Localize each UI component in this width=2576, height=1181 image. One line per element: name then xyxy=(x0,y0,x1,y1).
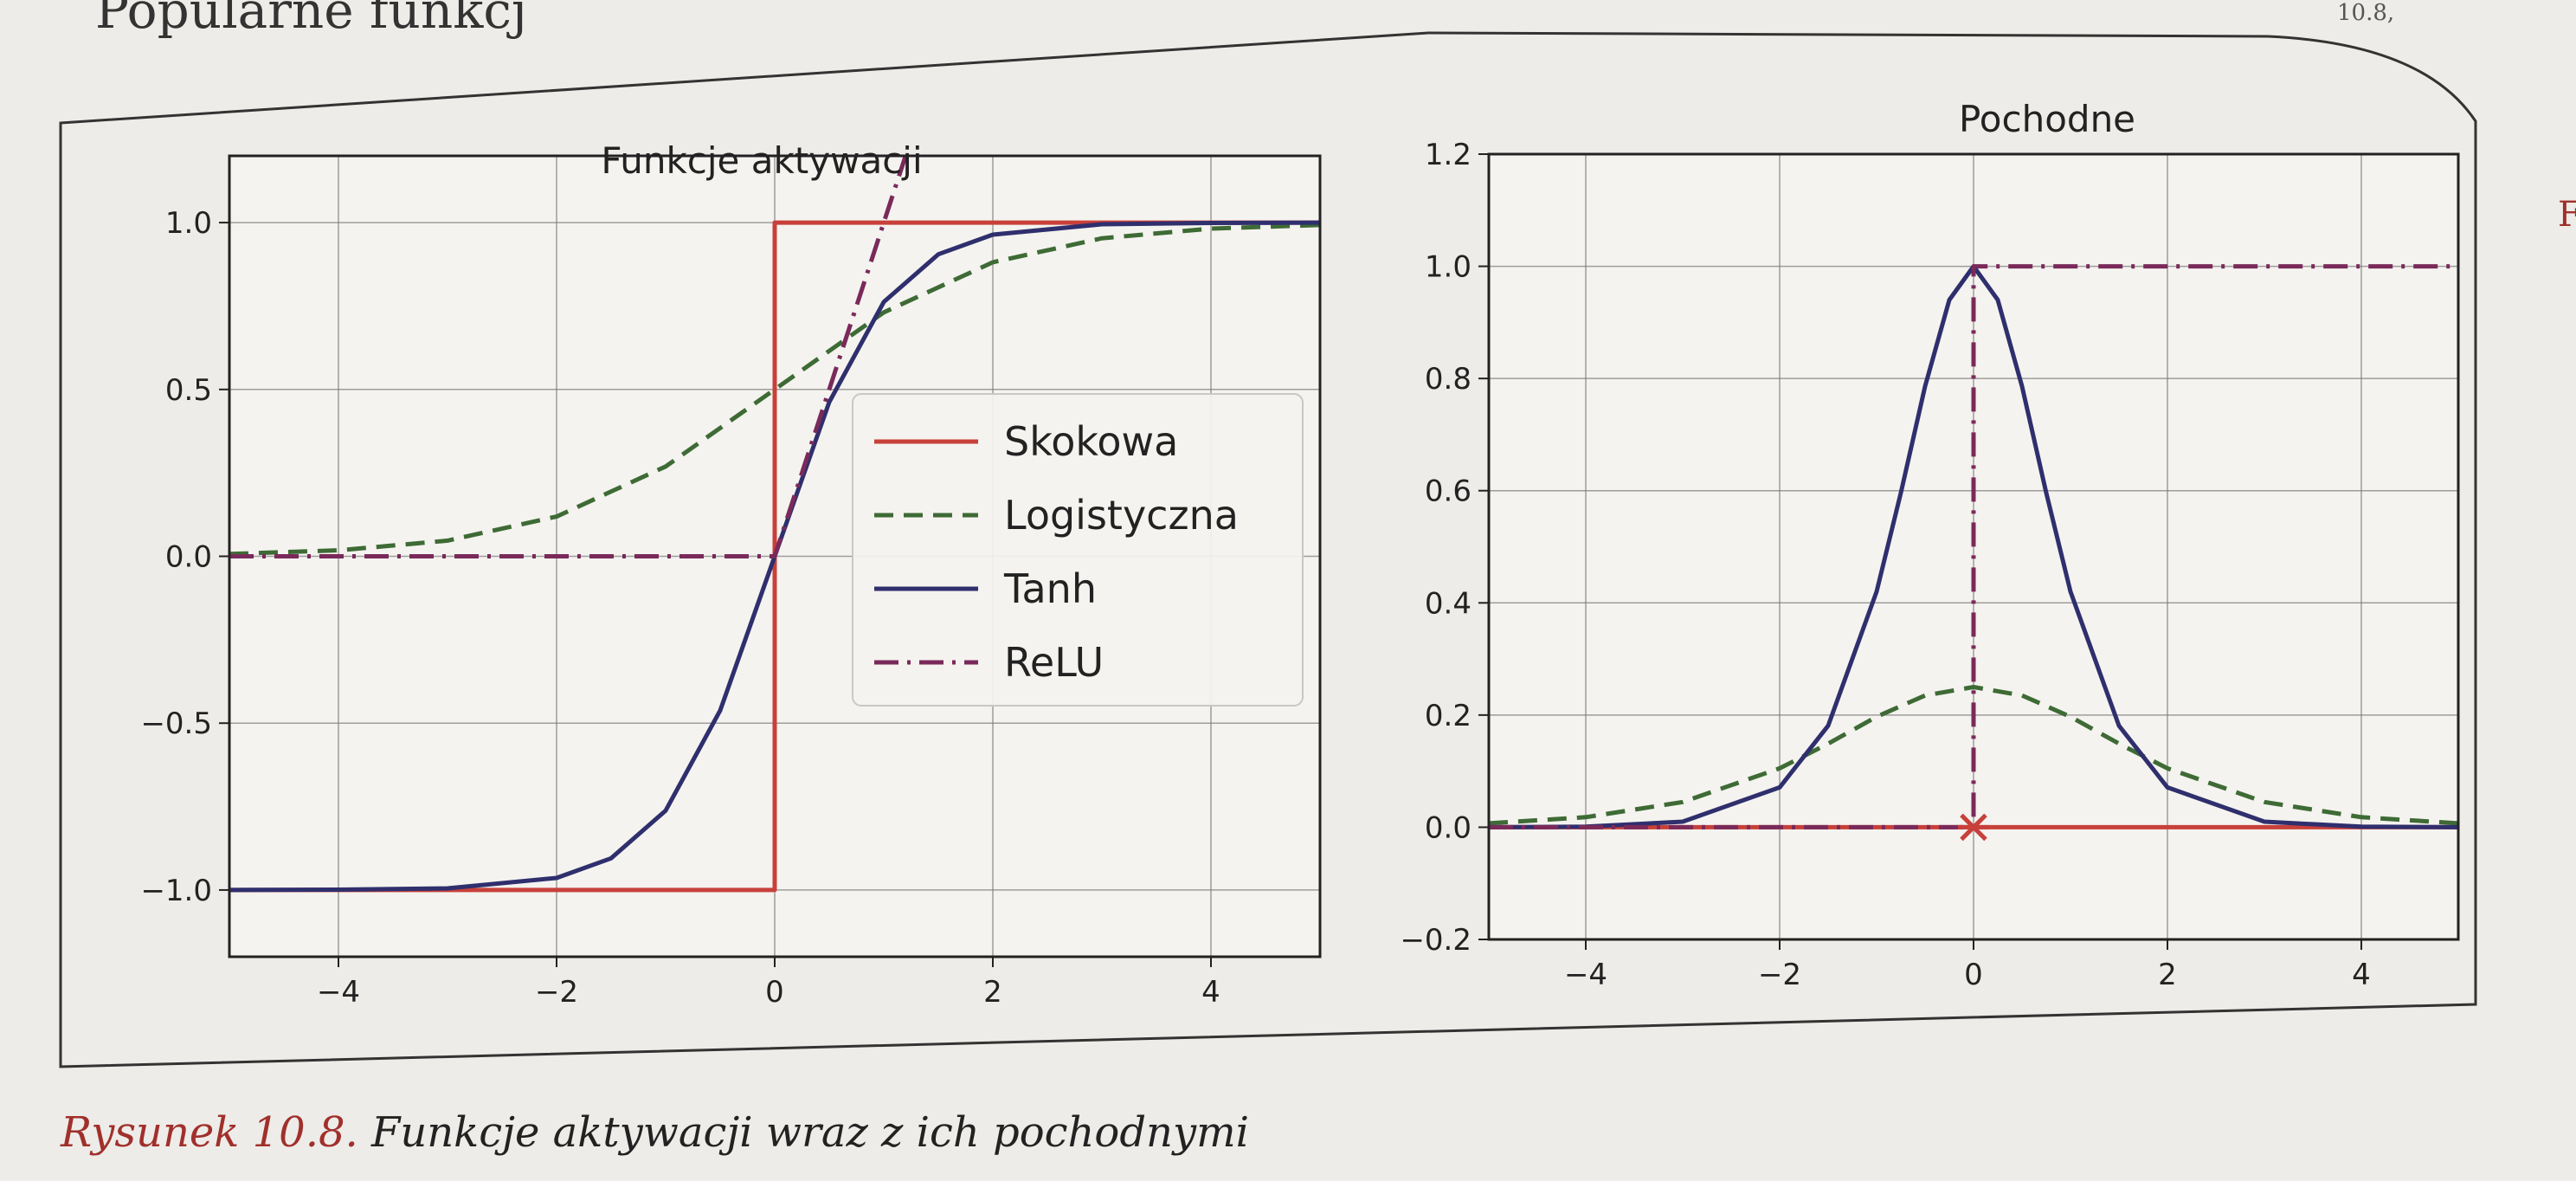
x-tick-label: −4 xyxy=(1564,958,1607,992)
x-tick-label: 0 xyxy=(1964,958,1983,992)
legend-label: Tanh xyxy=(1003,565,1097,612)
legend: Skokowa Logistyczna Tanh ReLU xyxy=(852,393,1304,707)
series-line-relu xyxy=(229,155,908,558)
series-group xyxy=(229,155,1320,893)
y-tick-label: −0.5 xyxy=(140,707,212,741)
y-tick-label: 1.0 xyxy=(165,206,212,241)
figure-caption: Rysunek 10.8. Funkcje aktywacji wraz z i… xyxy=(61,1108,1249,1157)
y-tick-label: 0.0 xyxy=(1425,810,1472,845)
caption-text: Funkcje aktywacji wraz z ich pochodnymi xyxy=(357,1108,1249,1157)
x-tick-label: 4 xyxy=(2352,958,2371,992)
x-tick-label: 2 xyxy=(983,975,1002,1010)
y-tick-label: 0.4 xyxy=(1425,586,1472,621)
legend-box xyxy=(852,393,1304,707)
page-corner-text: 10.8, xyxy=(2337,0,2395,26)
series-line-relu xyxy=(1489,264,2458,829)
y-tick-label: 0.8 xyxy=(1425,362,1472,397)
y-tick-label: 1.0 xyxy=(1425,250,1472,285)
page-top-text: Popularne funkcj xyxy=(95,0,527,40)
x-tick-label: 0 xyxy=(765,975,784,1010)
y-tick-label: 1.2 xyxy=(1425,138,1472,172)
series-line-logistyczna xyxy=(229,223,1320,557)
y-tick-label: 0.0 xyxy=(165,540,212,575)
y-tick-label: 0.6 xyxy=(1425,474,1472,509)
figure-frame xyxy=(59,31,2477,1068)
series-line-logistyczna xyxy=(1489,685,2458,826)
x-tick-label: 4 xyxy=(1201,975,1220,1010)
legend-label: ReLU xyxy=(1004,639,1104,686)
x-tick-label: 2 xyxy=(2158,958,2177,992)
figure-frame-outline xyxy=(59,31,2477,1068)
chart-title: Funkcje aktywacji xyxy=(601,139,922,182)
x-tick-label: −2 xyxy=(1758,958,1801,992)
x-tick-label: −4 xyxy=(317,975,360,1010)
side-letter: F xyxy=(2558,195,2576,235)
chart-title: Pochodne xyxy=(1959,98,2135,140)
x-tick-label: −2 xyxy=(535,975,578,1010)
legend-label: Logistyczna xyxy=(1004,492,1239,539)
y-tick-label: −1.0 xyxy=(140,874,212,908)
activation-functions-chart: −4 −2 0 2 4 −1.0 −0.5 0.0 0.5 1.0 Funkcje aktywacj… xyxy=(140,139,1322,1010)
caption-number: Rysunek 10.8. xyxy=(61,1108,358,1157)
y-tick-label: −0.2 xyxy=(1400,923,1472,958)
legend-label: Skokowa xyxy=(1004,418,1178,465)
y-tick-label: 0.5 xyxy=(165,373,212,408)
derivatives-chart: −4 −2 0 2 4 −0.2 0.0 0.2 0.4 0.6 0.8 1.0 1.2 Pochodne xyxy=(1400,98,2460,992)
y-tick-label: 0.2 xyxy=(1425,699,1472,733)
